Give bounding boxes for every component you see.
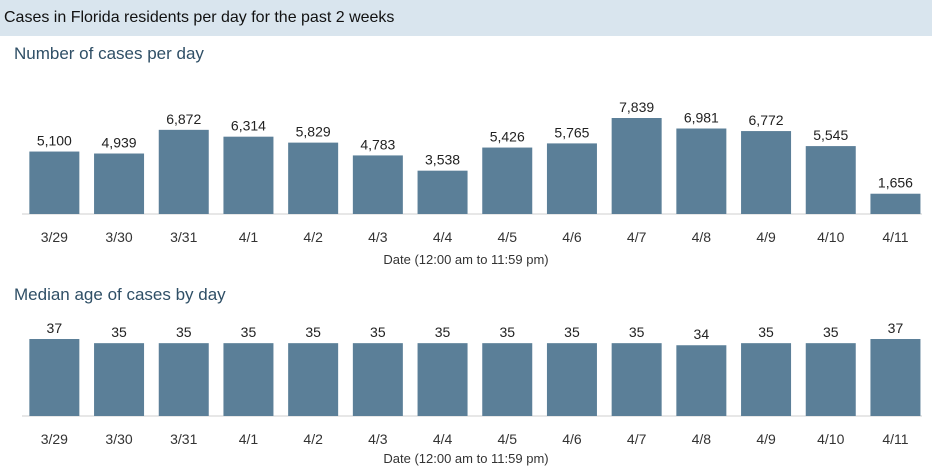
bar-4/11 (870, 193, 921, 214)
x-tick-label: 3/31 (170, 431, 197, 447)
bar-4/10 (805, 146, 856, 214)
bar-3/31 (158, 343, 209, 416)
bar-3/29 (29, 151, 80, 214)
header-bar: Cases in Florida residents per day for t… (0, 0, 932, 36)
data-label: 35 (499, 324, 515, 340)
bar-4/4 (417, 170, 468, 214)
x-tick-label: 4/2 (303, 229, 323, 245)
x-tick-label: 4/11 (882, 431, 908, 447)
data-label: 7,839 (619, 99, 654, 115)
data-label: 5,765 (554, 124, 589, 140)
bar-4/6 (546, 343, 597, 416)
data-label: 35 (629, 324, 645, 340)
bar-4/7 (611, 343, 662, 416)
bar-4/1 (223, 136, 274, 214)
bar-4/4 (417, 343, 468, 416)
cases-chart-title: Number of cases per day (14, 44, 204, 63)
x-tick-label: 3/31 (170, 229, 197, 245)
x-tick-label: 4/8 (692, 229, 712, 245)
x-tick-label: 3/30 (105, 431, 132, 447)
x-tick-label: 4/10 (817, 229, 844, 245)
data-label: 35 (111, 324, 127, 340)
bar-4/8 (676, 345, 727, 416)
x-tick-label: 4/8 (692, 431, 712, 447)
bar-4/3 (352, 343, 403, 416)
x-tick-label: 4/11 (882, 229, 908, 245)
data-label: 5,426 (490, 129, 525, 145)
data-label: 5,545 (813, 127, 848, 143)
x-tick-label: 3/29 (41, 229, 68, 245)
x-tick-label: 3/30 (105, 229, 132, 245)
bar-4/3 (352, 155, 403, 214)
x-tick-label: 3/29 (41, 431, 68, 447)
bar-4/5 (482, 343, 533, 416)
data-label: 6,981 (684, 110, 719, 126)
data-label: 35 (241, 324, 257, 340)
age-chart-xlabel: Date (12:00 am to 11:59 pm) (383, 451, 549, 466)
median-age-chart: 37 3/29 35 3/30 35 3/31 35 4/1 35 4/2 35 4/3 35 4/4 35… (22, 320, 922, 447)
data-label: 35 (758, 324, 774, 340)
x-tick-label: 4/5 (498, 229, 518, 245)
bar-4/6 (546, 143, 597, 214)
bar-4/5 (482, 147, 533, 214)
data-label: 34 (694, 326, 710, 342)
data-label: 4,939 (102, 135, 137, 151)
bar-3/30 (94, 153, 145, 214)
data-label: 1,656 (878, 175, 913, 191)
x-tick-label: 4/9 (756, 431, 776, 447)
data-label: 6,314 (231, 118, 266, 134)
x-tick-label: 4/7 (627, 431, 647, 447)
bar-4/9 (741, 343, 792, 416)
x-tick-label: 4/5 (498, 431, 518, 447)
data-label: 5,100 (37, 133, 72, 149)
data-label: 3,538 (425, 152, 460, 168)
x-tick-label: 4/4 (433, 431, 453, 447)
x-tick-label: 4/3 (368, 229, 388, 245)
x-tick-label: 4/6 (562, 431, 582, 447)
x-tick-label: 4/10 (817, 431, 844, 447)
data-label: 6,872 (166, 111, 201, 127)
bar-4/8 (676, 128, 727, 214)
data-label: 35 (305, 324, 321, 340)
bar-3/31 (158, 129, 209, 214)
data-label: 35 (370, 324, 386, 340)
x-tick-label: 4/1 (239, 431, 259, 447)
data-label: 5,829 (296, 124, 331, 140)
data-label: 35 (176, 324, 192, 340)
data-label: 35 (564, 324, 580, 340)
bar-4/9 (741, 131, 792, 214)
page-title: Cases in Florida residents per day for t… (4, 9, 395, 26)
data-label: 35 (435, 324, 451, 340)
bar-4/11 (870, 339, 921, 416)
bar-3/29 (29, 339, 80, 416)
cases-per-day-chart: 5,100 3/29 4,939 3/30 6,872 3/31 6,314 4/1 5,829… (22, 99, 922, 245)
x-tick-label: 4/3 (368, 431, 388, 447)
x-tick-label: 4/2 (303, 431, 323, 447)
bar-4/2 (288, 343, 339, 416)
data-label: 4,783 (360, 136, 395, 152)
data-label: 6,772 (749, 112, 784, 128)
x-tick-label: 4/1 (239, 229, 259, 245)
bar-3/30 (94, 343, 145, 416)
cases-chart-xlabel: Date (12:00 am to 11:59 pm) (383, 252, 549, 267)
bar-4/1 (223, 343, 274, 416)
data-label: 37 (888, 320, 904, 336)
data-label: 37 (47, 320, 63, 336)
bar-4/7 (611, 118, 662, 214)
bar-4/10 (805, 343, 856, 416)
x-tick-label: 4/4 (433, 229, 453, 245)
bar-4/2 (288, 142, 339, 214)
x-tick-label: 4/6 (562, 229, 582, 245)
x-tick-label: 4/7 (627, 229, 647, 245)
data-label: 35 (823, 324, 839, 340)
age-chart-title: Median age of cases by day (14, 285, 226, 304)
x-tick-label: 4/9 (756, 229, 776, 245)
